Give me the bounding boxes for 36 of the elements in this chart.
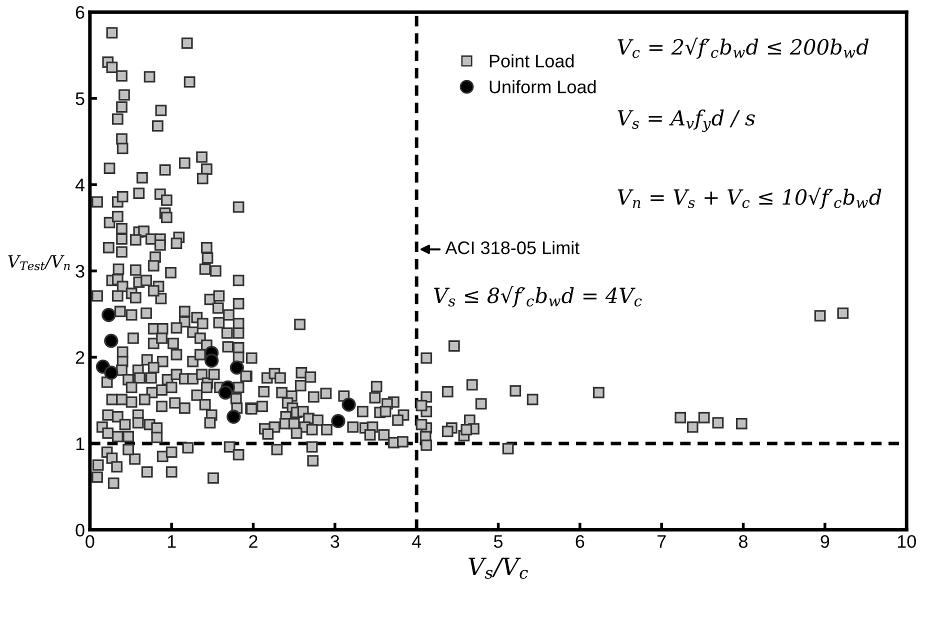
- x-tick-label: 5: [494, 535, 503, 548]
- x-axis-title: V$_{s}$/V$_{c}$: [468, 558, 528, 579]
- point: [204, 354, 219, 368]
- point: [331, 414, 346, 428]
- point: [218, 386, 233, 400]
- x-tick-label: 7: [658, 535, 666, 548]
- legend-label: Point Load: [490, 54, 574, 68]
- y-tick-label: 1: [76, 438, 84, 450]
- text: V$_{c}$ = 2√f′$_{c}$b$_{w}$d ≤ 200b$_{w}$d: [618, 38, 869, 59]
- legend-label: Uniform Load: [490, 80, 596, 94]
- point: [104, 334, 118, 348]
- x-tick-label: 10: [898, 535, 916, 548]
- point: [104, 366, 118, 380]
- x-tick-label: 4: [412, 535, 422, 548]
- y-tick-label: 4: [75, 178, 85, 192]
- y-tick-label: 6: [76, 6, 84, 19]
- point: [102, 308, 116, 322]
- annotation: ACI 318-05 Limit: [445, 240, 580, 254]
- point: [230, 360, 244, 375]
- x-tick-label: 9: [820, 535, 830, 548]
- x-tick-label: 6: [576, 535, 584, 548]
- x-tick-label: 3: [330, 535, 340, 548]
- y-tick-label: 3: [76, 264, 84, 278]
- x-tick-label: 0: [86, 535, 94, 548]
- x-tick-label: 8: [739, 535, 748, 548]
- y-axis-title: V$_{Test}$/V$_{n}$: [8, 255, 70, 270]
- y-tick-label: 2: [76, 351, 84, 364]
- annotation: V$_{s}$ ≤ 8√f′$_{c}$b$_{w}$d = 4V$_{c}$: [434, 286, 642, 308]
- x-tick-label: 2: [249, 535, 258, 548]
- point: [226, 410, 241, 424]
- x-tick-label: 1: [168, 535, 176, 548]
- text: V$_{n}$ = V$_{s}$ + V$_{c}$ ≤ 10√f′$_{c}$b$_{w}$d: [618, 188, 882, 209]
- point: [342, 398, 356, 412]
- y-tick-label: 0: [76, 524, 84, 537]
- y-tick-label: 5: [76, 92, 84, 106]
- annotation: V$_{s}$ = A$_{v}$f$_{y}$d / s: [618, 110, 755, 132]
